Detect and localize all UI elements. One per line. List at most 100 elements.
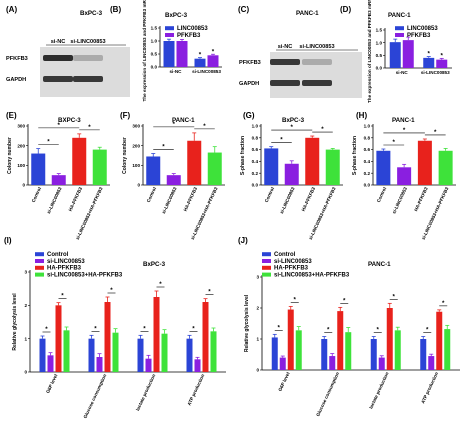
bar <box>146 156 161 185</box>
significance-mark: * <box>428 51 431 58</box>
x-tick-label: HA-PFKFB3 <box>183 186 199 212</box>
bar-chart-panel: (D) PANC-1 0.0 0.5 1.0 1.5 The expression of L… <box>340 0 452 103</box>
western-blot-panel: (C) PANC-1 si-NC si-LINC00853 PFKFB3 GAPDH <box>238 5 362 98</box>
blot-row-label: GAPDH <box>239 81 259 87</box>
panel-label: (I) <box>4 236 12 245</box>
significance-mark: * <box>58 122 61 129</box>
y-tick-label: 2 <box>24 303 27 308</box>
bar <box>378 357 385 370</box>
bar <box>163 41 175 67</box>
bar <box>389 42 401 68</box>
y-tick-label: 0.4 <box>364 159 371 164</box>
x-tick-label: ATP production <box>420 371 439 404</box>
bar-chart-panel: (F) PANC-1 0 100 200 300 Colony number Control s… <box>120 111 225 241</box>
bar <box>72 137 87 185</box>
y-tick-label: 100 <box>17 163 25 168</box>
chart-title: PANC-1 <box>392 117 415 124</box>
y-tick-label: 3 <box>24 270 27 275</box>
bar <box>92 149 107 185</box>
bar <box>295 330 302 370</box>
x-tick-label: si-LINC00853 <box>421 70 450 75</box>
y-tick-label: 0.2 <box>364 171 371 176</box>
blot-band <box>43 55 73 61</box>
chart-title: PANC-1 <box>388 12 411 19</box>
blot-row-label: GAPDH <box>6 77 26 83</box>
x-tick-label: Control <box>376 186 387 203</box>
legend-swatch <box>35 272 44 277</box>
x-tick-label: G6P level <box>45 373 58 394</box>
significance-mark: * <box>47 139 50 146</box>
bar <box>47 355 54 372</box>
bar <box>420 339 427 370</box>
significance-mark: * <box>110 287 113 294</box>
bar <box>207 55 219 67</box>
y-tick-label: 1.0 <box>364 124 371 129</box>
bar <box>264 148 279 185</box>
blot-band <box>302 80 332 86</box>
bar <box>394 330 401 370</box>
western-blot-panel: (A) BxPC-3 si-NC si-LINC00853 PFKFB3 GAPDH <box>6 5 130 97</box>
legend-label: si-LINC00853 <box>274 259 312 265</box>
y-axis-label: Relative glycolysis level <box>244 294 250 352</box>
y-tick-label: 0.5 <box>376 53 383 58</box>
significance-mark: * <box>61 293 64 300</box>
x-tick-label: Control <box>31 186 42 203</box>
significance-mark: * <box>203 123 206 130</box>
y-tick-label: 0.2 <box>252 171 259 176</box>
blot-band <box>43 76 73 82</box>
y-tick-label: 0.0 <box>364 183 371 188</box>
y-axis-label: S-phase fraction <box>352 136 358 175</box>
chart-title: BxPC-3 <box>165 12 188 19</box>
legend-label: Control <box>274 252 296 258</box>
significance-mark: * <box>159 281 162 288</box>
legend-swatch <box>35 259 44 263</box>
legend-swatch <box>262 259 271 263</box>
significance-mark: * <box>393 139 396 146</box>
bar <box>423 57 435 68</box>
bar-chart-panel: (G) BxPC-3 0.0 0.2 0.4 0.6 0.8 1.0 S-phase fract… <box>240 111 343 241</box>
blot-band <box>302 59 332 65</box>
blot-band <box>270 80 300 86</box>
significance-mark: * <box>173 121 176 128</box>
bar <box>194 359 201 372</box>
bar <box>202 302 209 372</box>
legend-label: PFKFB3 <box>407 33 431 39</box>
y-tick-label: 0.8 <box>252 135 259 140</box>
y-tick-label: 1 <box>24 336 27 341</box>
blot-title: PANC-1 <box>296 10 319 17</box>
panel-label: (D) <box>340 5 351 14</box>
bar <box>55 305 62 372</box>
panel-label: (H) <box>356 111 367 120</box>
significance-mark: * <box>45 326 48 333</box>
chart-title: PANC-1 <box>368 261 391 268</box>
bar <box>321 339 328 370</box>
y-tick-label: 200 <box>132 143 140 148</box>
legend-swatch <box>35 265 44 270</box>
x-tick-label: Control <box>264 186 275 203</box>
bar <box>31 153 46 185</box>
x-tick-label: ATP production <box>186 373 205 406</box>
y-tick-label: 0 <box>24 370 27 375</box>
legend-swatch <box>262 252 271 257</box>
significance-mark: * <box>280 137 283 144</box>
bar <box>210 331 217 372</box>
bar <box>104 302 111 372</box>
bar <box>279 357 286 370</box>
bar <box>325 149 340 185</box>
panel-label: (A) <box>6 5 17 14</box>
legend-label: LINC00853 <box>177 26 208 32</box>
panel-label: (G) <box>243 111 255 120</box>
legend-swatch <box>35 252 44 257</box>
y-tick-label: 0 <box>256 368 259 373</box>
y-tick-label: 0.5 <box>151 52 158 57</box>
x-tick-label: lactate production <box>368 371 389 409</box>
bar <box>96 357 103 372</box>
bar <box>186 338 193 372</box>
x-tick-label: Control <box>146 186 157 203</box>
legend-swatch <box>165 26 174 31</box>
bar <box>166 175 181 185</box>
panel-label: (B) <box>110 5 121 14</box>
x-tick-label: si-NC <box>396 70 409 75</box>
bar <box>63 330 70 372</box>
